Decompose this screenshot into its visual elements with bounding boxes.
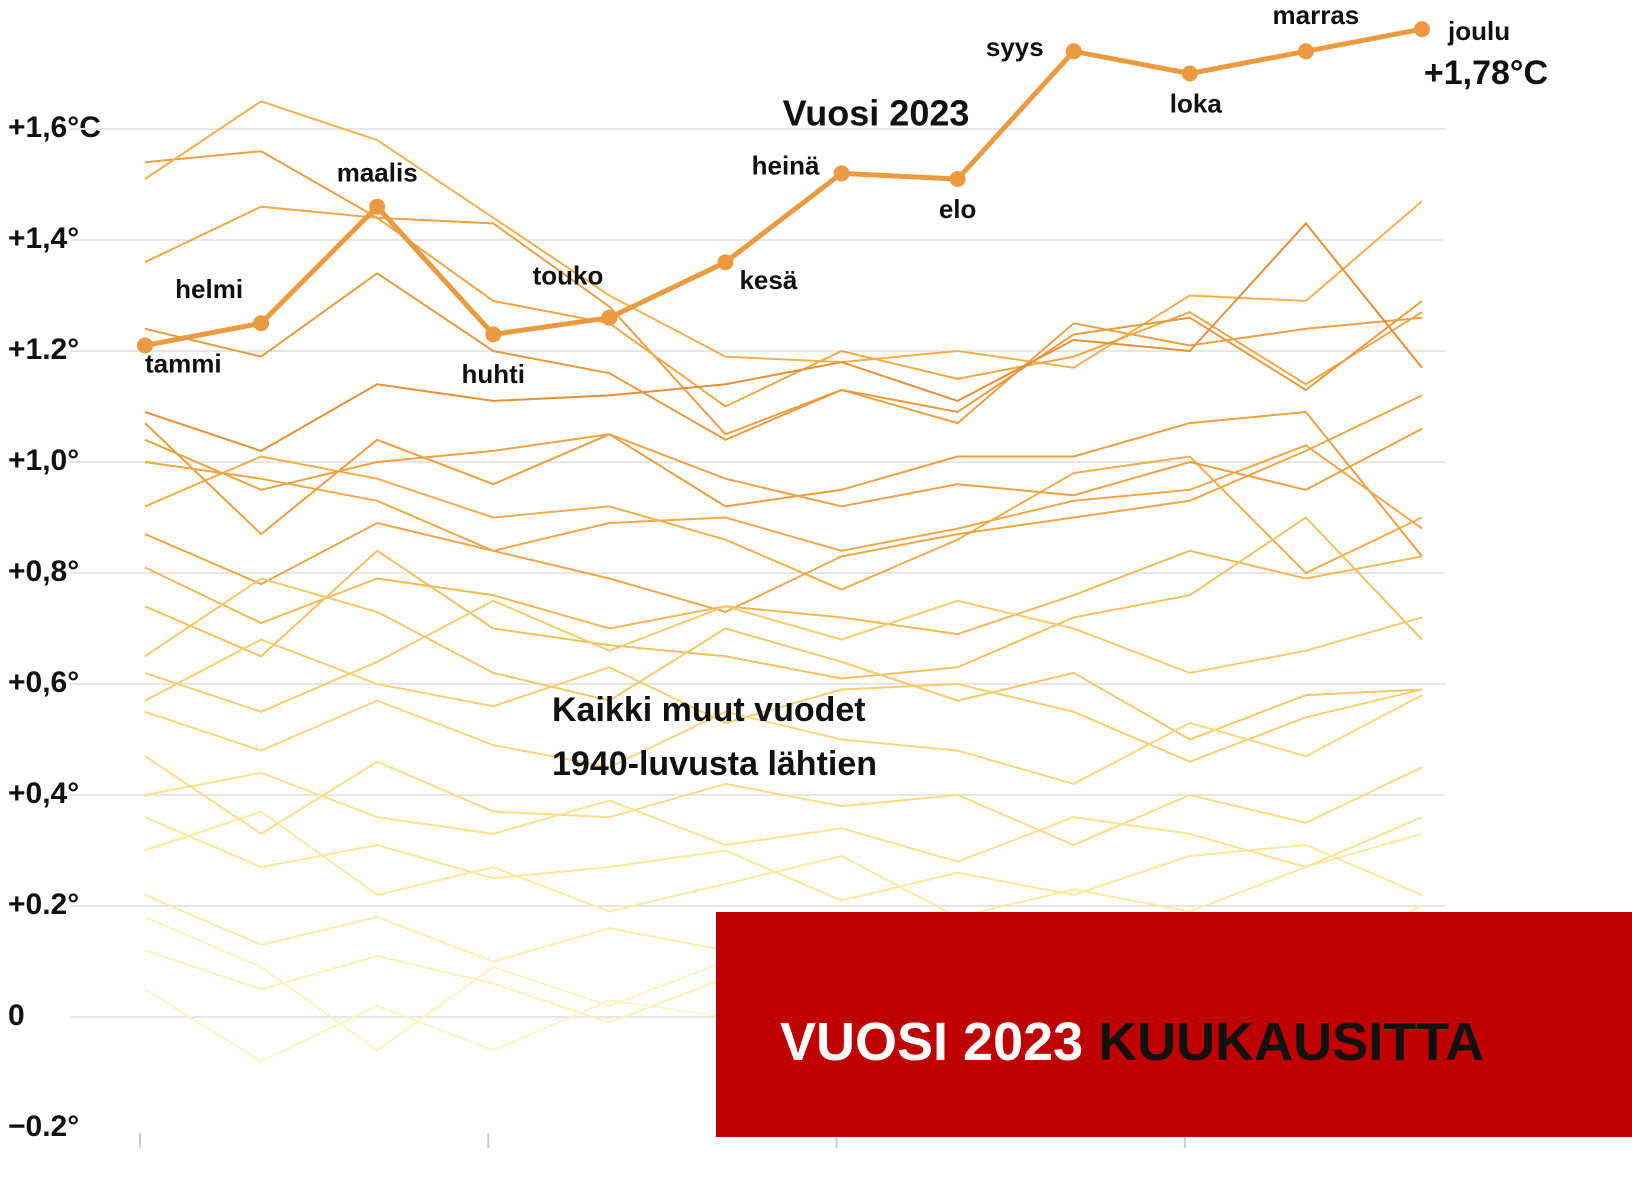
- background-line: [144, 599, 1423, 713]
- point: [601, 309, 618, 326]
- y-tick-label: +0,6°: [8, 666, 79, 699]
- background-line: [144, 150, 1423, 436]
- point: [137, 337, 153, 354]
- y-tick-label: +0,4°: [8, 777, 79, 810]
- background-line: [144, 549, 1423, 636]
- value-label: +1,78°C: [1424, 54, 1548, 92]
- month-label: loka: [1170, 88, 1223, 118]
- annotation: Kaikki muut vuodet: [552, 691, 866, 729]
- y-tick-label: +1,4°: [8, 222, 79, 255]
- point: [717, 254, 734, 271]
- annotation: 1940-luvusta lähtien: [552, 745, 877, 783]
- highlight-line: [144, 26, 1423, 348]
- background-line: [144, 394, 1423, 613]
- background-line: [144, 221, 1423, 452]
- banner-box: [716, 912, 1632, 1137]
- highlight-series: tammi helmi maalis huhti touko kesä heinä elo sy…: [137, 0, 1548, 783]
- background-line: [144, 638, 1423, 763]
- point: [485, 326, 502, 343]
- y-tick-label: +0.2°: [8, 888, 79, 921]
- background-line: [144, 205, 1423, 408]
- background-line: [144, 516, 1423, 680]
- background-line: [144, 577, 1423, 741]
- point: [253, 315, 270, 332]
- month-label: heinä: [752, 150, 820, 180]
- month-label: elo: [939, 194, 977, 224]
- background-line: [144, 410, 1423, 558]
- grid: +1,6°C +1,4° +1.2° +1,0° +0,8° +0,6° +0,4° +0.2…: [8, 111, 1445, 1148]
- month-label: maalis: [337, 158, 418, 188]
- month-label: touko: [533, 261, 604, 291]
- banner-white: VUOSI 2023: [780, 1012, 1083, 1072]
- month-label: helmi: [175, 274, 243, 304]
- banner-text: VUOSI 2023 KUUKAUSITTA: [780, 1012, 1484, 1072]
- point: [1414, 21, 1430, 38]
- y-tick-label: +0,8°: [8, 555, 79, 588]
- point: [1065, 43, 1082, 60]
- background-line: [144, 771, 1423, 869]
- y-tick-label: +1,6°C: [8, 111, 101, 144]
- background-line: [144, 427, 1423, 508]
- month-label: syys: [986, 32, 1044, 62]
- point: [949, 170, 966, 187]
- background-line: [144, 100, 1423, 369]
- background-line: [144, 755, 1423, 847]
- point: [833, 165, 850, 182]
- y-tick-label: +1,0°: [8, 444, 79, 477]
- month-label: kesä: [739, 265, 797, 295]
- point: [1297, 43, 1314, 60]
- month-label: joulu: [1447, 16, 1510, 46]
- background-line: [144, 816, 1423, 902]
- y-tick-label: 0: [8, 999, 25, 1032]
- month-label: tammi: [145, 348, 222, 378]
- month-label: huhti: [462, 359, 526, 389]
- point: [369, 198, 386, 215]
- month-label: marras: [1273, 0, 1360, 30]
- y-tick-label: +1.2°: [8, 333, 79, 366]
- y-tick-label: −0.2°: [8, 1110, 79, 1143]
- banner: VUOSI 2023 KUUKAUSITTA: [716, 912, 1632, 1137]
- series-label: Vuosi 2023: [783, 93, 970, 134]
- banner-black: KUUKAUSITTA: [1098, 1012, 1484, 1072]
- point: [1181, 65, 1198, 82]
- background-line: [144, 810, 1423, 919]
- background-line: [144, 694, 1423, 785]
- background-line: [144, 455, 1423, 591]
- background-line: [144, 444, 1423, 552]
